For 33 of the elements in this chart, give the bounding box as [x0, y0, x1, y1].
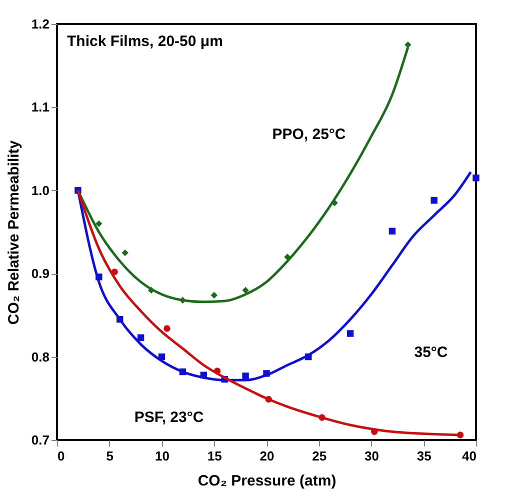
point [242, 372, 249, 380]
point [346, 330, 354, 337]
point [430, 197, 438, 204]
y-tick-label: 0.7 [31, 432, 50, 448]
point [388, 228, 396, 235]
point [472, 174, 480, 182]
x-tick-label: 15 [207, 448, 222, 464]
point [242, 286, 249, 294]
point [210, 292, 218, 299]
y-tick-label: 1.0 [31, 182, 50, 198]
x-tick-label: 20 [260, 448, 274, 464]
point [96, 220, 102, 228]
x-tick-label: 30 [364, 448, 379, 464]
x-tick-label: 10 [155, 448, 170, 464]
annotation: PSF, 23°C [134, 409, 204, 426]
x-tick-label: 25 [312, 448, 327, 464]
point [137, 334, 144, 342]
annotation: PPO, 25°C [272, 126, 346, 143]
y-tick-label: 0.9 [31, 266, 50, 282]
annotation: Thick Films, 20-50 μm [67, 33, 223, 50]
point [404, 41, 412, 48]
x-tick-label: 35 [416, 448, 432, 464]
x-tick-label: 40 [462, 448, 476, 464]
y-tick-label: 0.8 [31, 349, 50, 364]
y-axis-title: CO₂ Relative Permeability [5, 140, 22, 325]
x-tick-label: 0 [58, 448, 65, 464]
x-tick-label: 5 [106, 448, 114, 464]
point [164, 325, 170, 332]
annotation: 35°C [414, 344, 448, 361]
y-tick-label: 1.1 [31, 100, 50, 115]
x-axis-title: CO₂ Pressure (atm) [198, 472, 336, 490]
point [122, 249, 128, 256]
y-tick-label: 1.2 [31, 16, 50, 32]
